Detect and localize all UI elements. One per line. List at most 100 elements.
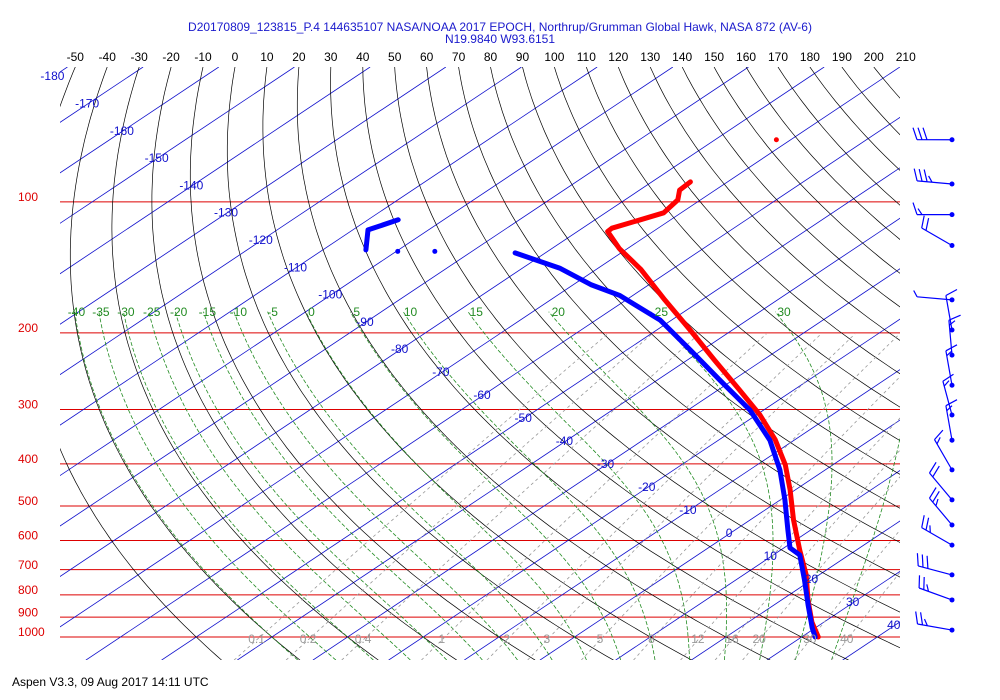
barb-shaft — [942, 373, 954, 416]
isotherm — [60, 67, 522, 376]
barb-station — [949, 412, 955, 418]
mixing-ratio-label: 2 — [503, 632, 510, 646]
mixing-ratio-line — [633, 376, 900, 660]
dry-adiabat-label: 110 — [577, 50, 596, 64]
mixing-ratio-label: 12 — [691, 632, 705, 646]
mixing-ratio-line — [831, 571, 900, 660]
moist-adiabat — [305, 311, 587, 660]
moist-adiabat-label: -20 — [170, 305, 188, 319]
barb-shaft — [945, 399, 958, 441]
mixing-ratio-label: 20 — [753, 632, 767, 646]
wind-barb — [928, 461, 955, 503]
dry-adiabat-label: 190 — [832, 50, 852, 64]
wind-barb — [942, 373, 955, 418]
wind-barb — [921, 215, 955, 248]
isotherm-label: -60 — [473, 388, 491, 402]
barb-shaft — [921, 215, 953, 247]
moist-adiabat — [349, 311, 622, 660]
y-tick-label: 400 — [18, 452, 38, 466]
barb-shaft — [915, 611, 953, 631]
barb-station — [949, 542, 955, 548]
mixing-ratio-label: 3 — [544, 632, 551, 646]
isotherm-label: -140 — [179, 178, 203, 192]
barb-station — [949, 437, 955, 443]
dry-adiabat-label: 60 — [420, 50, 434, 64]
profile-point — [432, 248, 438, 254]
isotherm-label: -80 — [391, 342, 409, 356]
moist-adiabat-label: 15 — [470, 305, 484, 319]
isotherm-label: 40 — [887, 618, 901, 632]
moist-adiabat — [233, 311, 518, 660]
mixing-ratio-label: 30 — [803, 632, 817, 646]
wind-barb — [913, 168, 955, 187]
isotherm — [615, 470, 900, 660]
isotherm-label: -90 — [356, 315, 374, 329]
dry-adiabat-label: 70 — [452, 50, 466, 64]
dry-adiabat — [554, 67, 900, 442]
y-tick-label: 700 — [18, 558, 38, 572]
dry-adiabat-label: 170 — [768, 50, 788, 64]
isotherm — [60, 67, 447, 325]
moist-adiabat-label: -30 — [117, 305, 135, 319]
dry-adiabat — [151, 67, 457, 660]
dry-adiabat — [617, 67, 900, 375]
dry-adiabat-label: 140 — [672, 50, 692, 64]
moist-adiabat-label: -35 — [92, 305, 110, 319]
isotherm-label: -110 — [284, 260, 307, 274]
dry-adiabat — [490, 67, 900, 509]
overlay: 1002003004005006007008009001000-180-170-… — [18, 50, 961, 646]
mixing-ratio-label: 16 — [725, 632, 739, 646]
mixing-ratio-line — [233, 333, 608, 660]
dry-adiabat — [681, 67, 900, 308]
barb-shaft — [928, 487, 953, 526]
barb-shaft — [945, 344, 958, 386]
moist-adiabat-label: 30 — [777, 305, 791, 319]
isotherm-label: -20 — [638, 480, 656, 494]
isotherm-label: -30 — [597, 457, 615, 471]
dry-adiabat-label: 10 — [260, 50, 274, 64]
dry-adiabat-label: -30 — [130, 50, 148, 64]
dry-adiabat-label: 180 — [800, 50, 820, 64]
dry-adiabat — [189, 67, 536, 660]
isotherm-label: -160 — [110, 124, 134, 138]
dry-adiabat-label: 100 — [544, 50, 564, 64]
moist-adiabat — [98, 311, 337, 660]
isotherm-label: -120 — [249, 233, 273, 247]
isotherm — [237, 217, 900, 660]
dry-adiabat — [745, 67, 900, 240]
dry-adiabat-label: 20 — [292, 50, 306, 64]
barb-station — [949, 572, 955, 578]
mixing-ratio-line — [285, 333, 653, 660]
mixing-ratio-line — [341, 333, 700, 660]
wind-barb — [945, 344, 958, 388]
dry-adiabat — [296, 67, 771, 660]
barb-shaft — [921, 515, 953, 546]
dry-adiabat-label: 210 — [896, 50, 916, 64]
isotherm-label: -50 — [515, 411, 533, 425]
moist-adiabat — [467, 311, 690, 660]
dry-adiabat-label: 40 — [356, 50, 370, 64]
barb-station — [949, 297, 955, 303]
dry-adiabat-label: 120 — [608, 50, 628, 64]
mixing-ratio-line — [680, 417, 900, 660]
isotherm — [464, 369, 900, 660]
dry-adiabat-label: 130 — [640, 50, 660, 64]
moist-adiabat-label: -10 — [230, 305, 248, 319]
moist-adiabat-label: 20 — [552, 305, 566, 319]
y-tick-label: 300 — [18, 398, 38, 412]
wind-barb — [915, 611, 955, 633]
dry-adiabat — [226, 67, 614, 660]
barb-shaft — [918, 575, 953, 601]
chart-title: D20170809_123815_P.4 144635107 NASA/NOAA… — [188, 20, 812, 34]
barb-shaft — [916, 553, 953, 576]
mixing-ratio-label: 0.1 — [248, 632, 265, 646]
isotherm-label: -70 — [432, 365, 450, 379]
dry-adiabat — [585, 67, 900, 408]
isotherm — [60, 67, 295, 224]
barb-shaft — [913, 168, 953, 185]
barb-station — [949, 137, 955, 143]
profile-point — [773, 137, 779, 143]
isotherm — [539, 419, 900, 660]
wind-barb — [928, 487, 955, 528]
